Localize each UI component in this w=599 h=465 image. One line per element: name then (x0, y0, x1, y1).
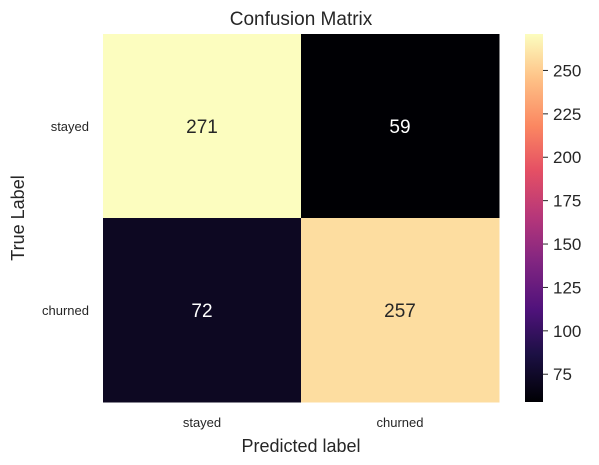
cell-value-label: 271 (186, 117, 218, 138)
heatmap-cell (301, 218, 500, 403)
heatmap-cell (301, 34, 500, 219)
y-tick-label: churned (42, 303, 89, 318)
cell-value-label: 257 (384, 301, 416, 322)
cell-value-label: 72 (191, 301, 212, 322)
y-tick-label: stayed (51, 119, 89, 134)
y-tick-labels: stayed churned (42, 119, 89, 318)
y-axis-label: True Label (8, 175, 28, 260)
colorbar-tick-label: 150 (553, 235, 581, 254)
x-tick-label: stayed (183, 415, 221, 430)
colorbar-tick-label: 75 (553, 365, 572, 384)
x-tick-label: churned (377, 415, 424, 430)
x-tick-labels: stayed churned (183, 415, 424, 430)
heatmap-cell (103, 34, 302, 219)
heatmap-cells: 271 59 72 257 (103, 34, 500, 403)
chart-title: Confusion Matrix (230, 9, 373, 30)
cell-value-label: 59 (389, 117, 410, 138)
colorbar-tick-label: 225 (553, 105, 581, 124)
heatmap-cell (103, 218, 302, 403)
colorbar-tick-label: 125 (553, 278, 581, 297)
colorbar-ticks: 75 100 125 150 175 200 225 250 (543, 61, 581, 384)
colorbar-tick-label: 200 (553, 148, 581, 167)
colorbar-tick-label: 100 (553, 322, 581, 341)
x-axis-label: Predicted label (241, 436, 360, 456)
colorbar (525, 34, 543, 402)
colorbar-tick-label: 250 (553, 61, 581, 80)
colorbar-tick-label: 175 (553, 192, 581, 211)
